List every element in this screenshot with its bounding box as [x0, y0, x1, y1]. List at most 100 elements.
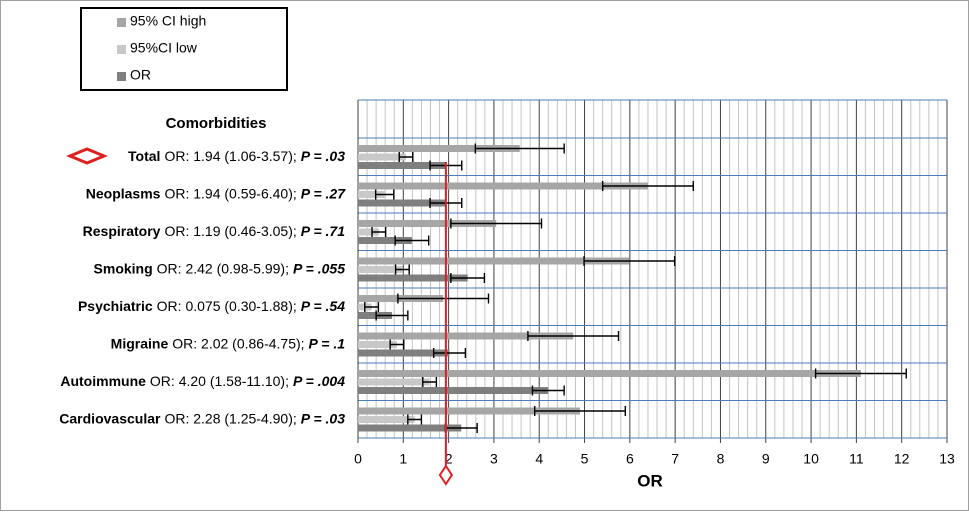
bar	[358, 416, 415, 423]
error-bar	[398, 152, 414, 162]
category-label: Migraine OR: 2.02 (0.86-4.75); P = .1	[111, 335, 346, 351]
p-value: P = .27	[301, 185, 346, 201]
x-tick-label: 13	[939, 451, 955, 467]
x-tick-label: 7	[671, 451, 679, 467]
bar	[358, 199, 446, 207]
error-bar	[531, 385, 565, 396]
category-name: Smoking	[94, 260, 153, 276]
category-name: Psychiatric	[78, 297, 153, 313]
bar	[358, 407, 581, 415]
error-bar	[407, 414, 423, 425]
category-detail: OR: 1.94 (1.06-3.57);	[164, 147, 296, 163]
bar	[358, 424, 462, 432]
category-name: Migraine	[111, 335, 169, 351]
error-bar	[534, 406, 627, 416]
bar	[358, 387, 549, 394]
x-tick-label: 1	[399, 451, 407, 467]
category-name: Cardiovascular	[59, 410, 161, 426]
legend-label: 95%CI low	[130, 40, 198, 56]
error-bar	[583, 256, 676, 266]
legend-box	[80, 7, 288, 91]
x-axis-label: OR	[637, 471, 663, 490]
x-tick-label: 12	[894, 451, 910, 467]
x-tick-label: 0	[354, 451, 362, 467]
x-tick-label: 11	[849, 451, 864, 467]
error-bar	[374, 189, 395, 200]
category-label: Total OR: 1.94 (1.06-3.57); P = .03	[128, 147, 345, 163]
bar	[358, 257, 630, 265]
bar	[358, 220, 497, 227]
reference-legend-marker	[66, 147, 108, 165]
error-bar	[375, 310, 409, 321]
bar	[358, 332, 574, 340]
error-bar	[371, 227, 387, 237]
category-name: Total	[128, 147, 160, 163]
bar	[358, 237, 412, 244]
reference-marker	[438, 464, 454, 486]
category-detail: OR: 0.075 (0.30-1.88);	[157, 297, 297, 313]
error-bar	[432, 348, 467, 358]
p-value: P = .004	[293, 372, 345, 388]
x-tick-label: 3	[490, 451, 498, 467]
legend-swatch	[117, 18, 126, 27]
error-bar	[474, 143, 565, 154]
bar	[358, 228, 379, 236]
error-bar	[814, 368, 907, 379]
category-detail: OR: 1.94 (0.59-6.40);	[164, 185, 296, 201]
category-label: Cardiovascular OR: 2.28 (1.25-4.90); P = .…	[59, 410, 345, 426]
error-bar	[397, 293, 490, 304]
category-label: Smoking OR: 2.42 (0.98-5.99); P = .055	[94, 260, 346, 276]
bar	[358, 312, 392, 319]
x-tick-label: 6	[626, 451, 634, 467]
category-title: Comorbidities	[166, 115, 267, 132]
error-bar	[601, 181, 694, 191]
legend-swatch	[117, 45, 126, 54]
bar	[358, 341, 397, 348]
x-tick-label: 8	[717, 451, 725, 467]
category-detail: OR: 4.20 (1.58-11.10);	[150, 372, 289, 388]
bar	[358, 370, 861, 377]
category-detail: OR: 2.28 (1.25-4.90);	[164, 410, 296, 426]
x-tick-label: 5	[581, 451, 589, 467]
error-bar	[422, 377, 438, 387]
bar	[358, 153, 407, 161]
p-value: P = .055	[293, 260, 345, 276]
x-tick-label: 4	[535, 451, 543, 467]
category-detail: OR: 1.19 (0.46-3.05);	[164, 222, 296, 238]
error-bar	[394, 264, 410, 275]
bar	[358, 162, 446, 169]
p-value: P = .1	[309, 335, 346, 351]
error-bar	[389, 339, 405, 350]
error-bar	[394, 235, 430, 246]
error-bar	[450, 218, 543, 229]
p-value: P = .54	[301, 297, 345, 313]
category-name: Autoimmune	[60, 372, 146, 388]
error-bar	[450, 273, 486, 283]
category-label: Respiratory OR: 1.19 (0.46-3.05); P = .71	[83, 222, 346, 238]
category-label: Neoplasms OR: 1.94 (0.59-6.40); P = .27	[86, 185, 346, 201]
legend-label: OR	[130, 67, 151, 83]
x-tick-label: 9	[762, 451, 770, 467]
category-detail: OR: 2.42 (0.98-5.99);	[157, 260, 289, 276]
bar	[358, 274, 468, 282]
category-label: Psychiatric OR: 0.075 (0.30-1.88); P = .54	[78, 297, 345, 313]
bar	[358, 378, 430, 386]
category-detail: OR: 2.02 (0.86-4.75);	[172, 335, 304, 351]
bar	[358, 145, 520, 152]
category-label: Autoimmune OR: 4.20 (1.58-11.10); P = .004	[60, 372, 345, 388]
category-name: Respiratory	[83, 222, 161, 238]
legend-swatch	[117, 72, 126, 81]
bar	[358, 182, 648, 190]
p-value: P = .71	[301, 222, 345, 238]
x-tick-label: 2	[445, 451, 453, 467]
error-bar	[527, 331, 620, 341]
bar	[358, 191, 385, 198]
x-tick-label: 10	[803, 451, 819, 467]
category-name: Neoplasms	[86, 185, 161, 201]
bar	[358, 266, 403, 273]
bar	[358, 349, 450, 357]
p-value: P = .03	[301, 147, 345, 163]
error-bar	[364, 302, 380, 312]
